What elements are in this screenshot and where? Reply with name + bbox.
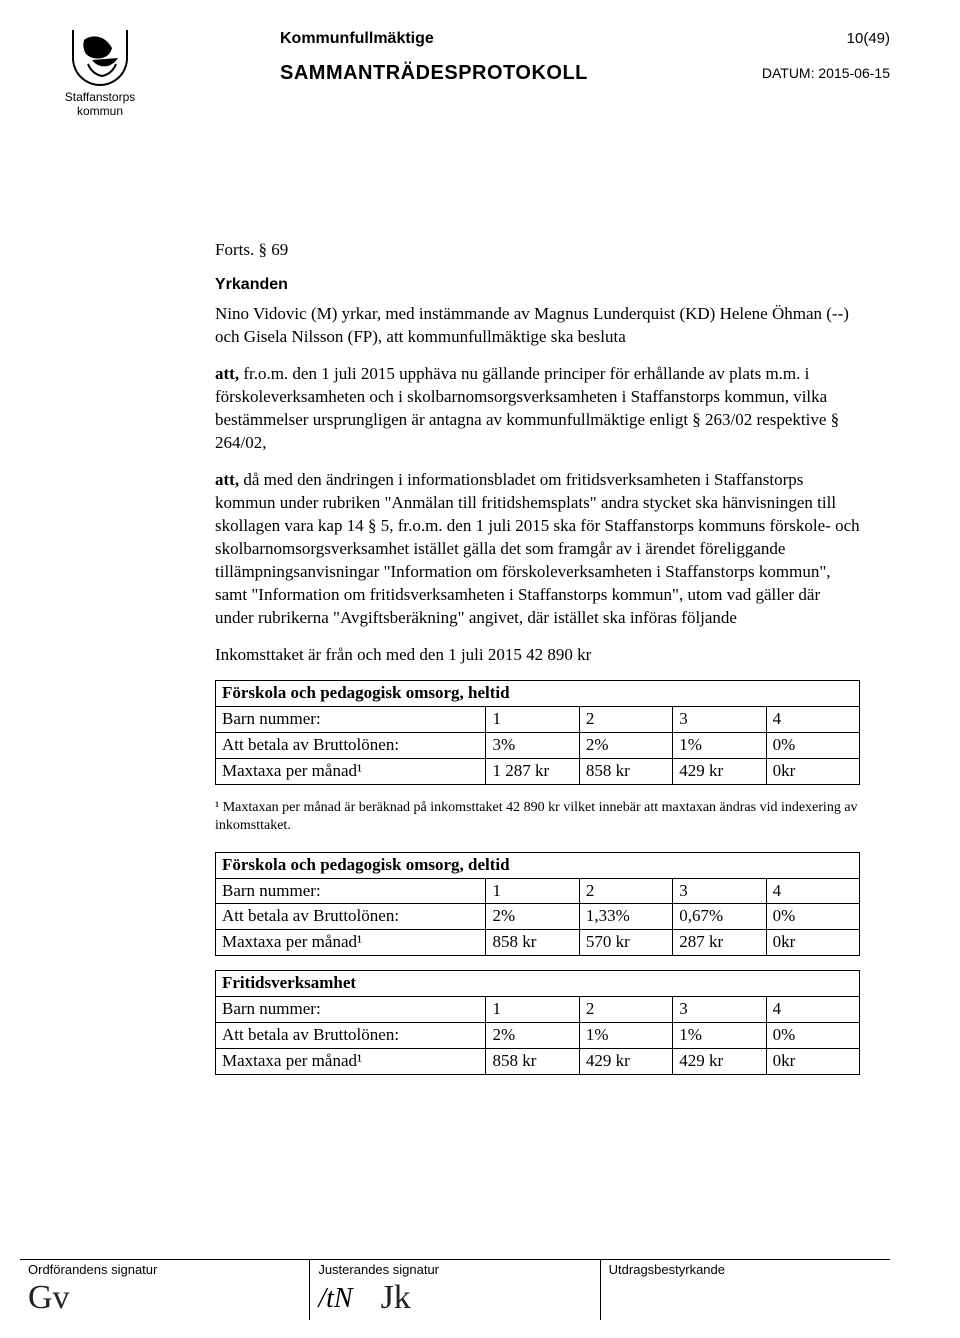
- cell: 570 kr: [579, 930, 672, 956]
- row-label: Att betala av Bruttolönen:: [216, 733, 486, 759]
- cell: 2: [579, 878, 672, 904]
- cell: 0kr: [766, 1049, 859, 1075]
- footer-label: Utdragsbestyrkande: [609, 1262, 725, 1277]
- org-logo-block: Staffanstorps kommun: [50, 30, 150, 119]
- forts-line: Forts. § 69: [215, 239, 860, 262]
- cell: 1: [486, 878, 579, 904]
- cell: 2%: [486, 904, 579, 930]
- page: Staffanstorps kommun Kommunfullmäktige S…: [0, 0, 960, 1338]
- cell: 4: [766, 997, 859, 1023]
- table-title: Fritidsverksamhet: [216, 971, 860, 997]
- cell: 1: [486, 997, 579, 1023]
- cell: 2%: [579, 733, 672, 759]
- cell: 3%: [486, 733, 579, 759]
- cell: 429 kr: [579, 1049, 672, 1075]
- yrkanden-heading: Yrkanden: [215, 274, 860, 296]
- cell: 3: [673, 878, 766, 904]
- cell: 858 kr: [486, 930, 579, 956]
- table-title: Förskola och pedagogisk omsorg, deltid: [216, 852, 860, 878]
- signature-icon: Jk: [381, 1281, 411, 1315]
- row-label: Barn nummer:: [216, 707, 486, 733]
- paragraph-1: Nino Vidovic (M) yrkar, med instämmande …: [215, 303, 860, 349]
- content: Forts. § 69 Yrkanden Nino Vidovic (M) yr…: [215, 239, 860, 1075]
- paragraph-4: Inkomsttaket är från och med den 1 juli …: [215, 644, 860, 667]
- cell: 2%: [486, 1023, 579, 1049]
- page-number: 10(49): [730, 30, 890, 47]
- header-center: Kommunfullmäktige SAMMANTRÄDESPROTOKOLL: [150, 30, 730, 85]
- footer-utdrag: Utdragsbestyrkande: [601, 1260, 890, 1320]
- cell: 0%: [766, 1023, 859, 1049]
- row-label: Maxtaxa per månad¹: [216, 1049, 486, 1075]
- paragraph-2-text: fr.o.m. den 1 juli 2015 upphäva nu gälla…: [215, 364, 839, 452]
- table-fritid: Fritidsverksamhet Barn nummer: 1 2 3 4 A…: [215, 970, 860, 1075]
- cell: 1%: [673, 1023, 766, 1049]
- cell: 1%: [579, 1023, 672, 1049]
- cell: 4: [766, 707, 859, 733]
- cell: 1%: [673, 733, 766, 759]
- row-label: Barn nummer:: [216, 997, 486, 1023]
- cell: 858 kr: [486, 1049, 579, 1075]
- footer-label: Ordförandens signatur: [28, 1262, 157, 1277]
- row-label: Att betala av Bruttolönen:: [216, 1023, 486, 1049]
- cell: 0%: [766, 733, 859, 759]
- footer-ordforande: Ordförandens signatur Gv: [20, 1260, 310, 1320]
- footnote: ¹ Maxtaxan per månad är beräknad på inko…: [215, 799, 860, 835]
- signature-icon: /tN: [318, 1283, 352, 1315]
- footer-label: Justerandes signatur: [318, 1262, 439, 1277]
- date-label: DATUM: 2015-06-15: [730, 65, 890, 81]
- cell: 0kr: [766, 930, 859, 956]
- cell: 0%: [766, 904, 859, 930]
- cell: 287 kr: [673, 930, 766, 956]
- committee-name: Kommunfullmäktige: [280, 30, 730, 48]
- cell: 4: [766, 878, 859, 904]
- header-right: 10(49) DATUM: 2015-06-15: [730, 30, 890, 81]
- cell: 3: [673, 997, 766, 1023]
- row-label: Maxtaxa per månad¹: [216, 930, 486, 956]
- signature-icon: Gv: [28, 1281, 301, 1315]
- cell: 2: [579, 707, 672, 733]
- paragraph-3-text: då med den ändringen i informationsblade…: [215, 470, 860, 627]
- table-title: Förskola och pedagogisk omsorg, heltid: [216, 681, 860, 707]
- header: Staffanstorps kommun Kommunfullmäktige S…: [50, 30, 890, 119]
- footer-justerande: Justerandes signatur /tN Jk: [310, 1260, 600, 1320]
- row-label: Barn nummer:: [216, 878, 486, 904]
- cell: 858 kr: [579, 759, 672, 785]
- paragraph-2: att, fr.o.m. den 1 juli 2015 upphäva nu …: [215, 363, 860, 455]
- footer: Ordförandens signatur Gv Justerandes sig…: [0, 1259, 960, 1320]
- att-1: att,: [215, 364, 239, 383]
- doc-title: SAMMANTRÄDESPROTOKOLL: [280, 62, 730, 85]
- cell: 3: [673, 707, 766, 733]
- table-deltid: Förskola och pedagogisk omsorg, deltid B…: [215, 852, 860, 957]
- cell: 429 kr: [673, 1049, 766, 1075]
- cell: 1,33%: [579, 904, 672, 930]
- att-2: att,: [215, 470, 239, 489]
- org-name-1: Staffanstorps: [50, 90, 150, 104]
- row-label: Att betala av Bruttolönen:: [216, 904, 486, 930]
- cell: 1 287 kr: [486, 759, 579, 785]
- table-heltid: Förskola och pedagogisk omsorg, heltid B…: [215, 680, 860, 785]
- row-label: Maxtaxa per månad¹: [216, 759, 486, 785]
- cell: 0kr: [766, 759, 859, 785]
- cell: 1: [486, 707, 579, 733]
- paragraph-3: att, då med den ändringen i informations…: [215, 469, 860, 630]
- org-name-2: kommun: [50, 104, 150, 118]
- cell: 2: [579, 997, 672, 1023]
- cell: 429 kr: [673, 759, 766, 785]
- cell: 0,67%: [673, 904, 766, 930]
- crest-icon: [72, 30, 128, 86]
- signature-group: /tN Jk: [318, 1277, 591, 1315]
- footer-row: Ordförandens signatur Gv Justerandes sig…: [20, 1259, 890, 1320]
